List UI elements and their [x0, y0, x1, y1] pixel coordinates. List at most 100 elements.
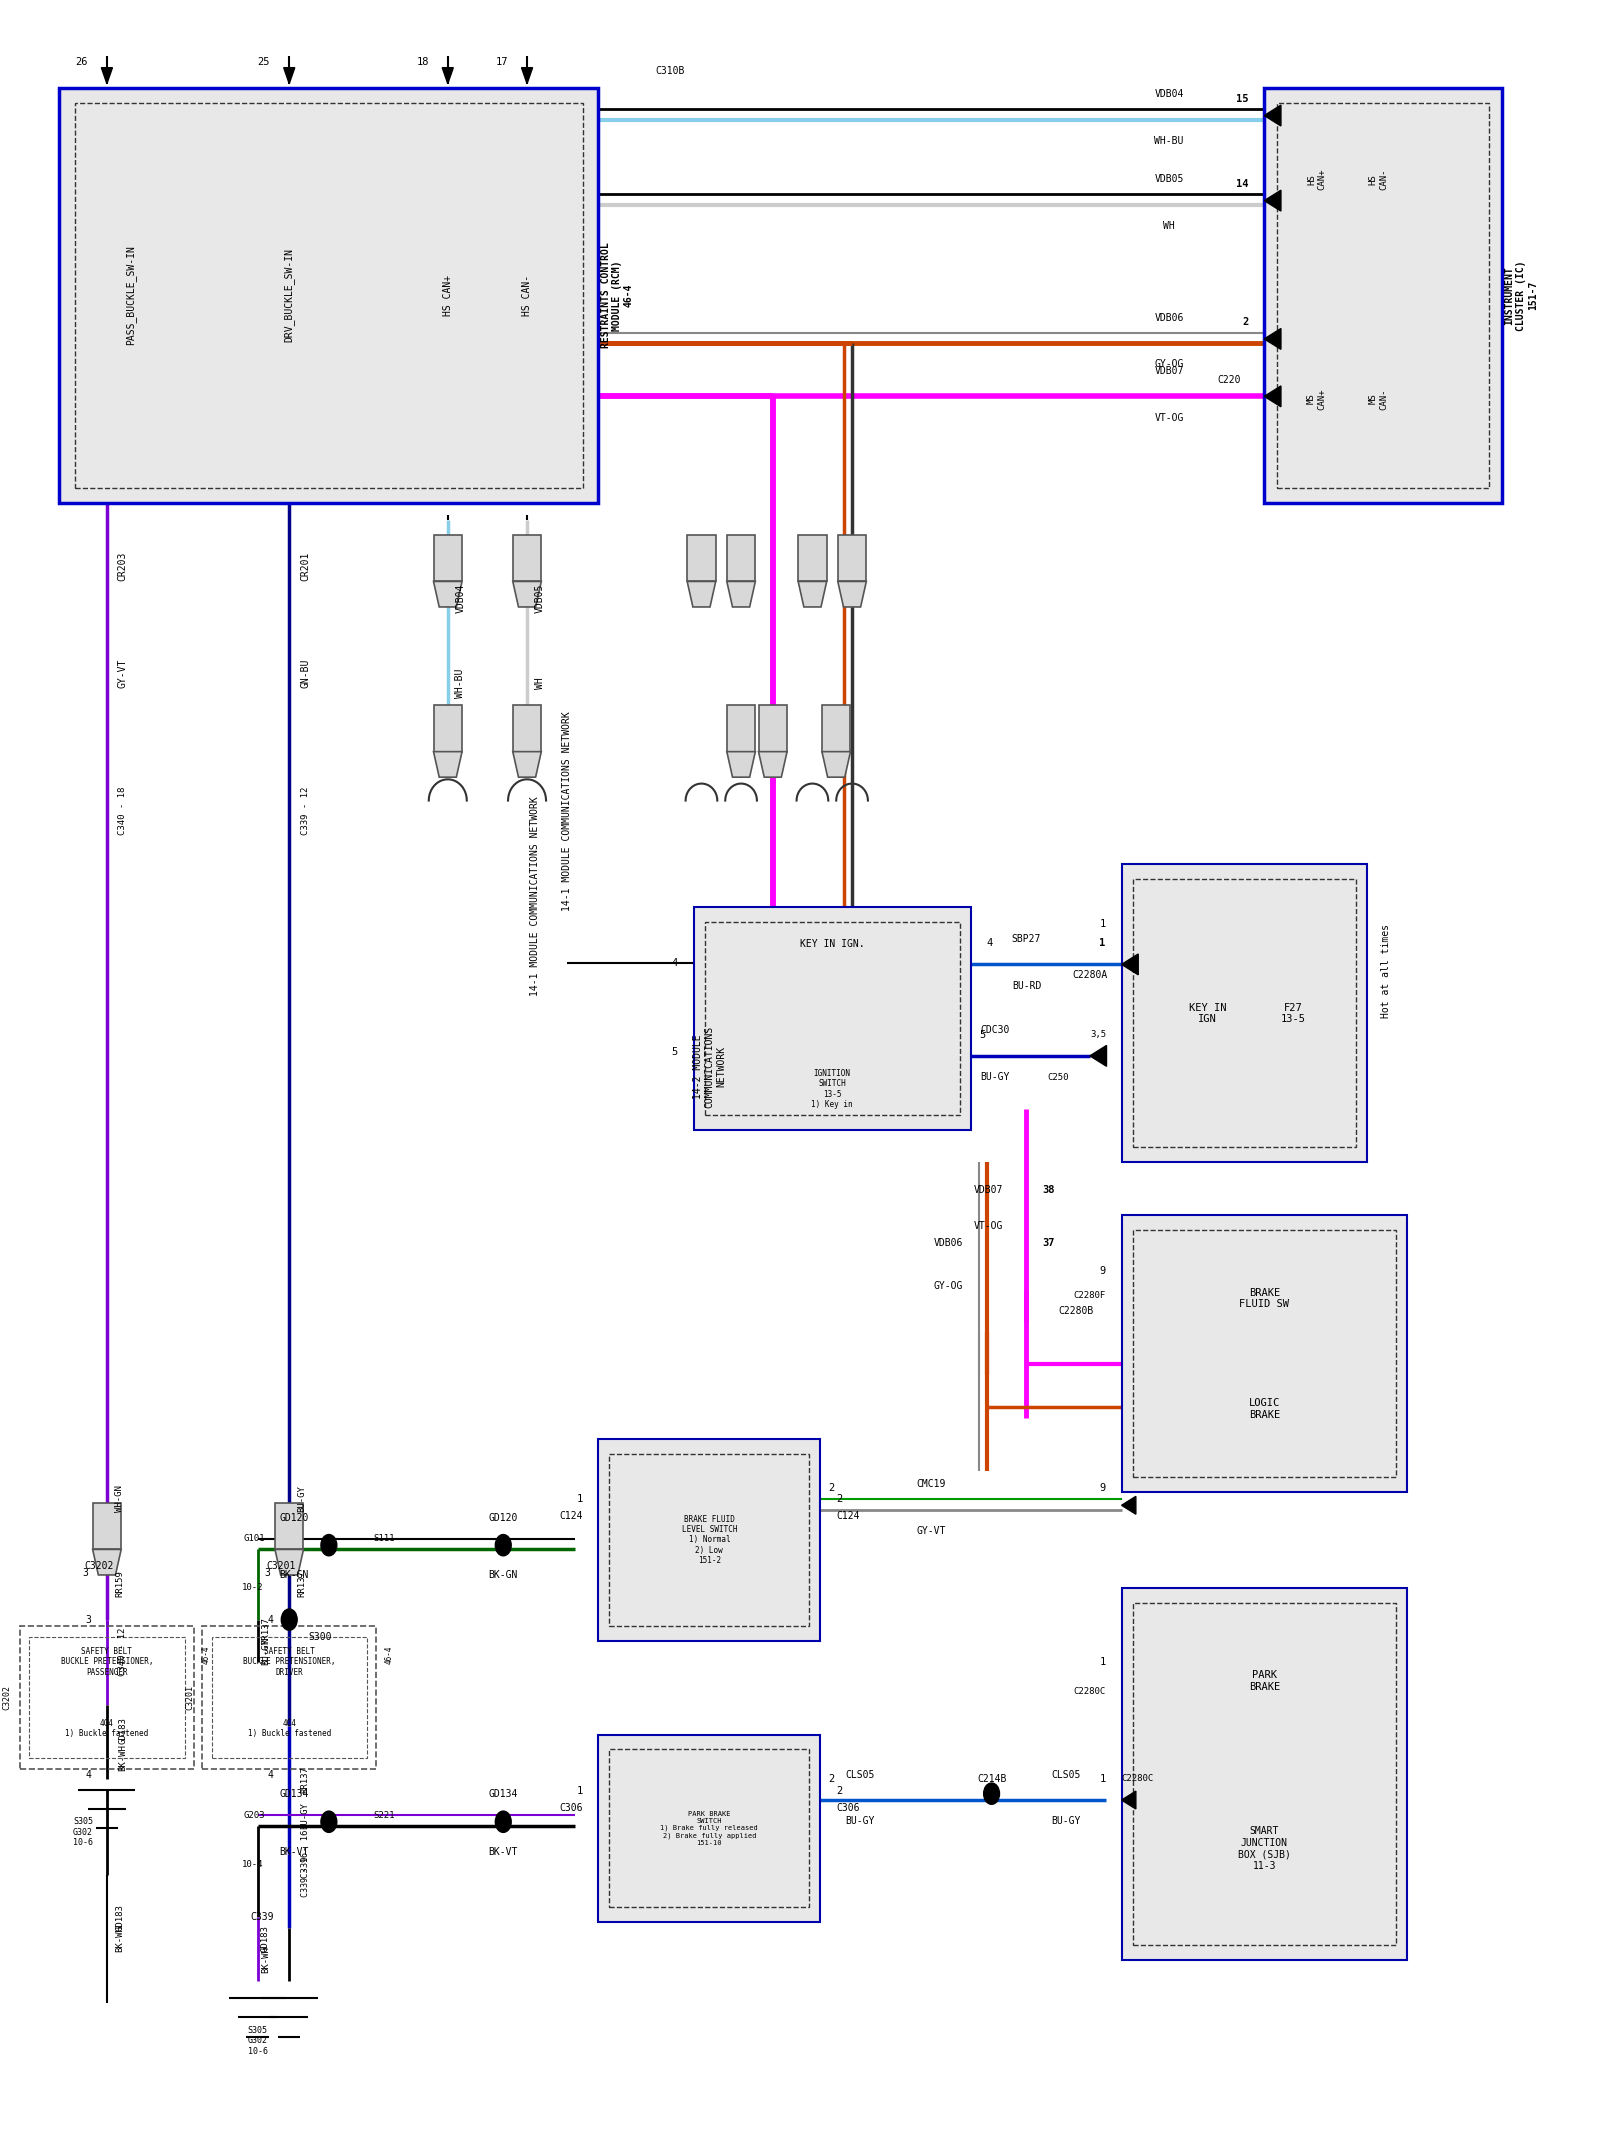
Text: 14-1 MODULE COMMUNICATIONS NETWORK: 14-1 MODULE COMMUNICATIONS NETWORK [562, 710, 571, 911]
Bar [19, 1625, 194, 1768]
Polygon shape [275, 1549, 304, 1574]
Text: SAFETY BELT
BUCKLE PRETENSIONER,
DRIVER: SAFETY BELT BUCKLE PRETENSIONER, DRIVER [243, 1647, 336, 1677]
Text: C306: C306 [837, 1802, 859, 1813]
Bar [211, 1636, 366, 1758]
Bar [1122, 864, 1368, 1162]
Text: S111: S111 [374, 1534, 395, 1544]
Polygon shape [1264, 386, 1282, 407]
Bar [29, 1636, 184, 1758]
Polygon shape [522, 68, 533, 83]
Text: PASS_BUCKLE_SW-IN: PASS_BUCKLE_SW-IN [125, 245, 136, 346]
Text: CLS05: CLS05 [845, 1770, 875, 1779]
Text: S305
G302
10-6: S305 G302 10-6 [74, 1817, 93, 1847]
Text: 4: 4 [267, 1770, 274, 1779]
Bar [93, 1502, 122, 1549]
Bar [598, 1734, 821, 1922]
Bar [275, 1502, 304, 1549]
Polygon shape [1122, 953, 1138, 975]
Text: HS
CAN+: HS CAN+ [1307, 169, 1326, 190]
Bar [202, 1625, 376, 1768]
Text: G101: G101 [243, 1534, 266, 1544]
Text: C2280B: C2280B [1058, 1305, 1093, 1316]
Text: BU-RD: BU-RD [1011, 981, 1042, 990]
Text: 46-4: 46-4 [384, 1645, 394, 1664]
Text: WH: WH [1163, 222, 1174, 230]
Text: BK-WH: BK-WH [261, 1947, 270, 1973]
Polygon shape [1264, 328, 1282, 350]
Text: VDB07: VDB07 [1155, 367, 1184, 375]
Text: C124: C124 [558, 1512, 582, 1521]
Text: C2280C: C2280C [1122, 1775, 1154, 1783]
Text: 5: 5 [672, 1047, 678, 1058]
Circle shape [322, 1534, 336, 1555]
Text: BK-VT: BK-VT [488, 1847, 518, 1856]
Text: 3,5: 3,5 [1090, 1030, 1106, 1039]
Text: C3202: C3202 [3, 1685, 11, 1711]
Text: C2280F: C2280F [1074, 1290, 1106, 1299]
Bar [1122, 1587, 1406, 1960]
Text: C310B: C310B [654, 66, 685, 77]
Text: VDB05: VDB05 [534, 584, 544, 612]
Text: CR201: CR201 [301, 552, 310, 580]
Text: BU-GY: BU-GY [845, 1817, 875, 1826]
Bar [1133, 1602, 1395, 1945]
Text: BU-GY: BU-GY [298, 1485, 307, 1512]
Polygon shape [512, 582, 541, 608]
Text: 37: 37 [1042, 1237, 1054, 1248]
Text: GD183: GD183 [115, 1905, 125, 1930]
Bar [1264, 87, 1502, 503]
Text: GN-BU: GN-BU [301, 659, 310, 687]
Bar [512, 535, 541, 582]
Polygon shape [1264, 105, 1282, 126]
Text: 18: 18 [416, 58, 429, 68]
Text: 25: 25 [258, 58, 270, 68]
Text: S300: S300 [309, 1632, 331, 1642]
Polygon shape [1122, 1497, 1136, 1514]
Text: S221: S221 [374, 1811, 395, 1819]
Bar [726, 535, 755, 582]
Bar [693, 907, 971, 1130]
Text: C124: C124 [837, 1512, 859, 1521]
Text: 9: 9 [1099, 1482, 1106, 1493]
Text: LOGIC
BRAKE: LOGIC BRAKE [1248, 1399, 1280, 1421]
Text: 38: 38 [1042, 1186, 1054, 1194]
Text: 14-2 MODULE
COMMUNICATIONS
NETWORK: 14-2 MODULE COMMUNICATIONS NETWORK [693, 1026, 726, 1107]
Text: BK-GN: BK-GN [280, 1570, 309, 1581]
Bar [1133, 1231, 1395, 1476]
Text: GD134: GD134 [488, 1790, 518, 1798]
Text: GD134: GD134 [280, 1790, 309, 1798]
Text: 14: 14 [1235, 179, 1248, 188]
Bar [610, 1455, 810, 1625]
Text: INSTRUMENT
CLUSTER (IC)
151-7: INSTRUMENT CLUSTER (IC) 151-7 [1504, 260, 1538, 331]
Text: C3201: C3201 [186, 1685, 194, 1711]
Text: BRAKE FLUID
LEVEL SWITCH
1) Normal
2) Low
151-2: BRAKE FLUID LEVEL SWITCH 1) Normal 2) Lo… [682, 1514, 738, 1566]
Text: 2: 2 [1242, 318, 1248, 326]
Text: 4C4
1) Buckle fastened: 4C4 1) Buckle fastened [66, 1719, 149, 1738]
Bar [822, 704, 851, 751]
Bar [758, 704, 787, 751]
Text: G203: G203 [243, 1811, 266, 1819]
Polygon shape [726, 582, 755, 608]
Text: VDB07: VDB07 [973, 1186, 1003, 1194]
Text: VDB05: VDB05 [1155, 175, 1184, 183]
Bar [686, 535, 715, 582]
Text: C214B: C214B [978, 1775, 1006, 1783]
Text: 1: 1 [1099, 939, 1106, 947]
Bar [434, 535, 462, 582]
Text: VDB06: VDB06 [934, 1237, 963, 1248]
Text: IGNITION
SWITCH
13-5
1) Key in: IGNITION SWITCH 13-5 1) Key in [811, 1069, 853, 1109]
Text: C2280A: C2280A [1072, 971, 1107, 979]
Polygon shape [283, 68, 294, 83]
Text: BU-GY: BU-GY [1051, 1817, 1080, 1826]
Text: 1: 1 [1099, 1657, 1106, 1668]
Text: 17: 17 [496, 58, 509, 68]
Circle shape [496, 1811, 510, 1832]
Text: RR137: RR137 [261, 1617, 270, 1645]
Text: GD183: GD183 [261, 1926, 270, 1952]
Text: KEY IN
IGN: KEY IN IGN [1189, 1003, 1226, 1024]
Polygon shape [434, 751, 462, 776]
Polygon shape [838, 582, 866, 608]
Text: WH-GN: WH-GN [115, 1485, 125, 1512]
Text: RR137: RR137 [301, 1766, 309, 1792]
Bar [512, 704, 541, 751]
